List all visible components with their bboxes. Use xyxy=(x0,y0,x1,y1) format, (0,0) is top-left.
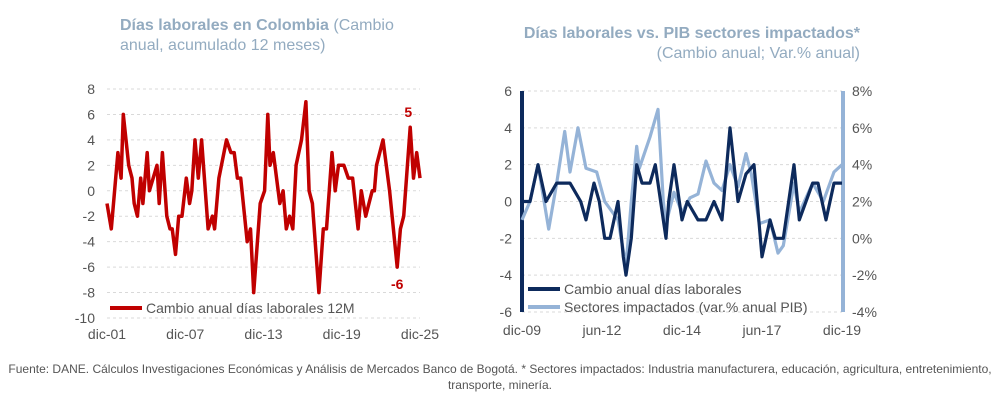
y-tick-label: 0 xyxy=(504,194,512,210)
y-tick-label: -2 xyxy=(83,208,96,224)
y-tick-label: 6 xyxy=(87,106,95,122)
y-tick-label: 2 xyxy=(87,157,95,173)
y-tick-label: 0 xyxy=(87,183,95,199)
x-tick-label: dic-09 xyxy=(503,322,541,338)
x-tick-label: dic-19 xyxy=(823,322,861,338)
y2-tick-label: 2% xyxy=(852,194,872,210)
y-tick-label: 8 xyxy=(87,81,95,97)
y2-tick-label: 0% xyxy=(852,230,872,246)
series-line xyxy=(522,126,842,277)
chart-title-right: Días laborales vs. PIB sectores impactad… xyxy=(520,24,860,64)
x-tick-label: dic-13 xyxy=(244,326,282,342)
x-tick-label: dic-07 xyxy=(166,326,204,342)
x-tick-label: dic-25 xyxy=(401,326,439,342)
legend-label: Sectores impactados (var.% anual PIB) xyxy=(564,299,808,315)
y-tick-label: -2 xyxy=(500,230,513,246)
series-line xyxy=(520,107,844,268)
title-bold: Días laborales vs. PIB sectores impactad… xyxy=(523,25,860,42)
y-tick-label: -4 xyxy=(83,234,96,250)
y2-tick-label: 4% xyxy=(852,157,872,173)
y2-tick-label: -2% xyxy=(852,267,877,283)
legend-label: Cambio anual días laborales 12M xyxy=(146,300,355,316)
data-label: -6 xyxy=(391,276,404,292)
y-tick-label: 6 xyxy=(504,83,512,99)
x-tick-label: dic-19 xyxy=(323,326,361,342)
y-tick-label: 4 xyxy=(87,132,95,148)
x-tick-label: jun-12 xyxy=(582,322,622,338)
title-bold: Días laborales en Colombia xyxy=(120,17,329,34)
series-line xyxy=(105,99,422,295)
legend-label: Cambio anual días laborales xyxy=(564,281,741,297)
title-rest: (Cambio anual, acumulado 12 meses) xyxy=(120,17,394,54)
chart-title-left: Días laborales en Colombia (Cambio anual… xyxy=(120,16,420,56)
x-tick-label: dic-14 xyxy=(663,322,701,338)
data-label: 5 xyxy=(404,104,412,120)
y-tick-label: -10 xyxy=(75,310,95,326)
y-tick-label: -6 xyxy=(500,304,513,320)
y2-tick-label: 8% xyxy=(852,83,872,99)
x-tick-label: dic-01 xyxy=(88,326,126,342)
y2-tick-label: 6% xyxy=(852,120,872,136)
y-tick-label: -4 xyxy=(500,267,513,283)
y-tick-label: -6 xyxy=(83,259,96,275)
source-note: Fuente: DANE. Cálculos Investigaciones E… xyxy=(8,362,992,392)
y-tick-label: -8 xyxy=(83,285,96,301)
title-rest: (Cambio anual; Var.% anual) xyxy=(656,45,860,62)
x-tick-label: jun-17 xyxy=(742,322,782,338)
y2-tick-label: -4% xyxy=(852,304,877,320)
y-tick-label: 2 xyxy=(504,157,512,173)
y-tick-label: 4 xyxy=(504,120,512,136)
